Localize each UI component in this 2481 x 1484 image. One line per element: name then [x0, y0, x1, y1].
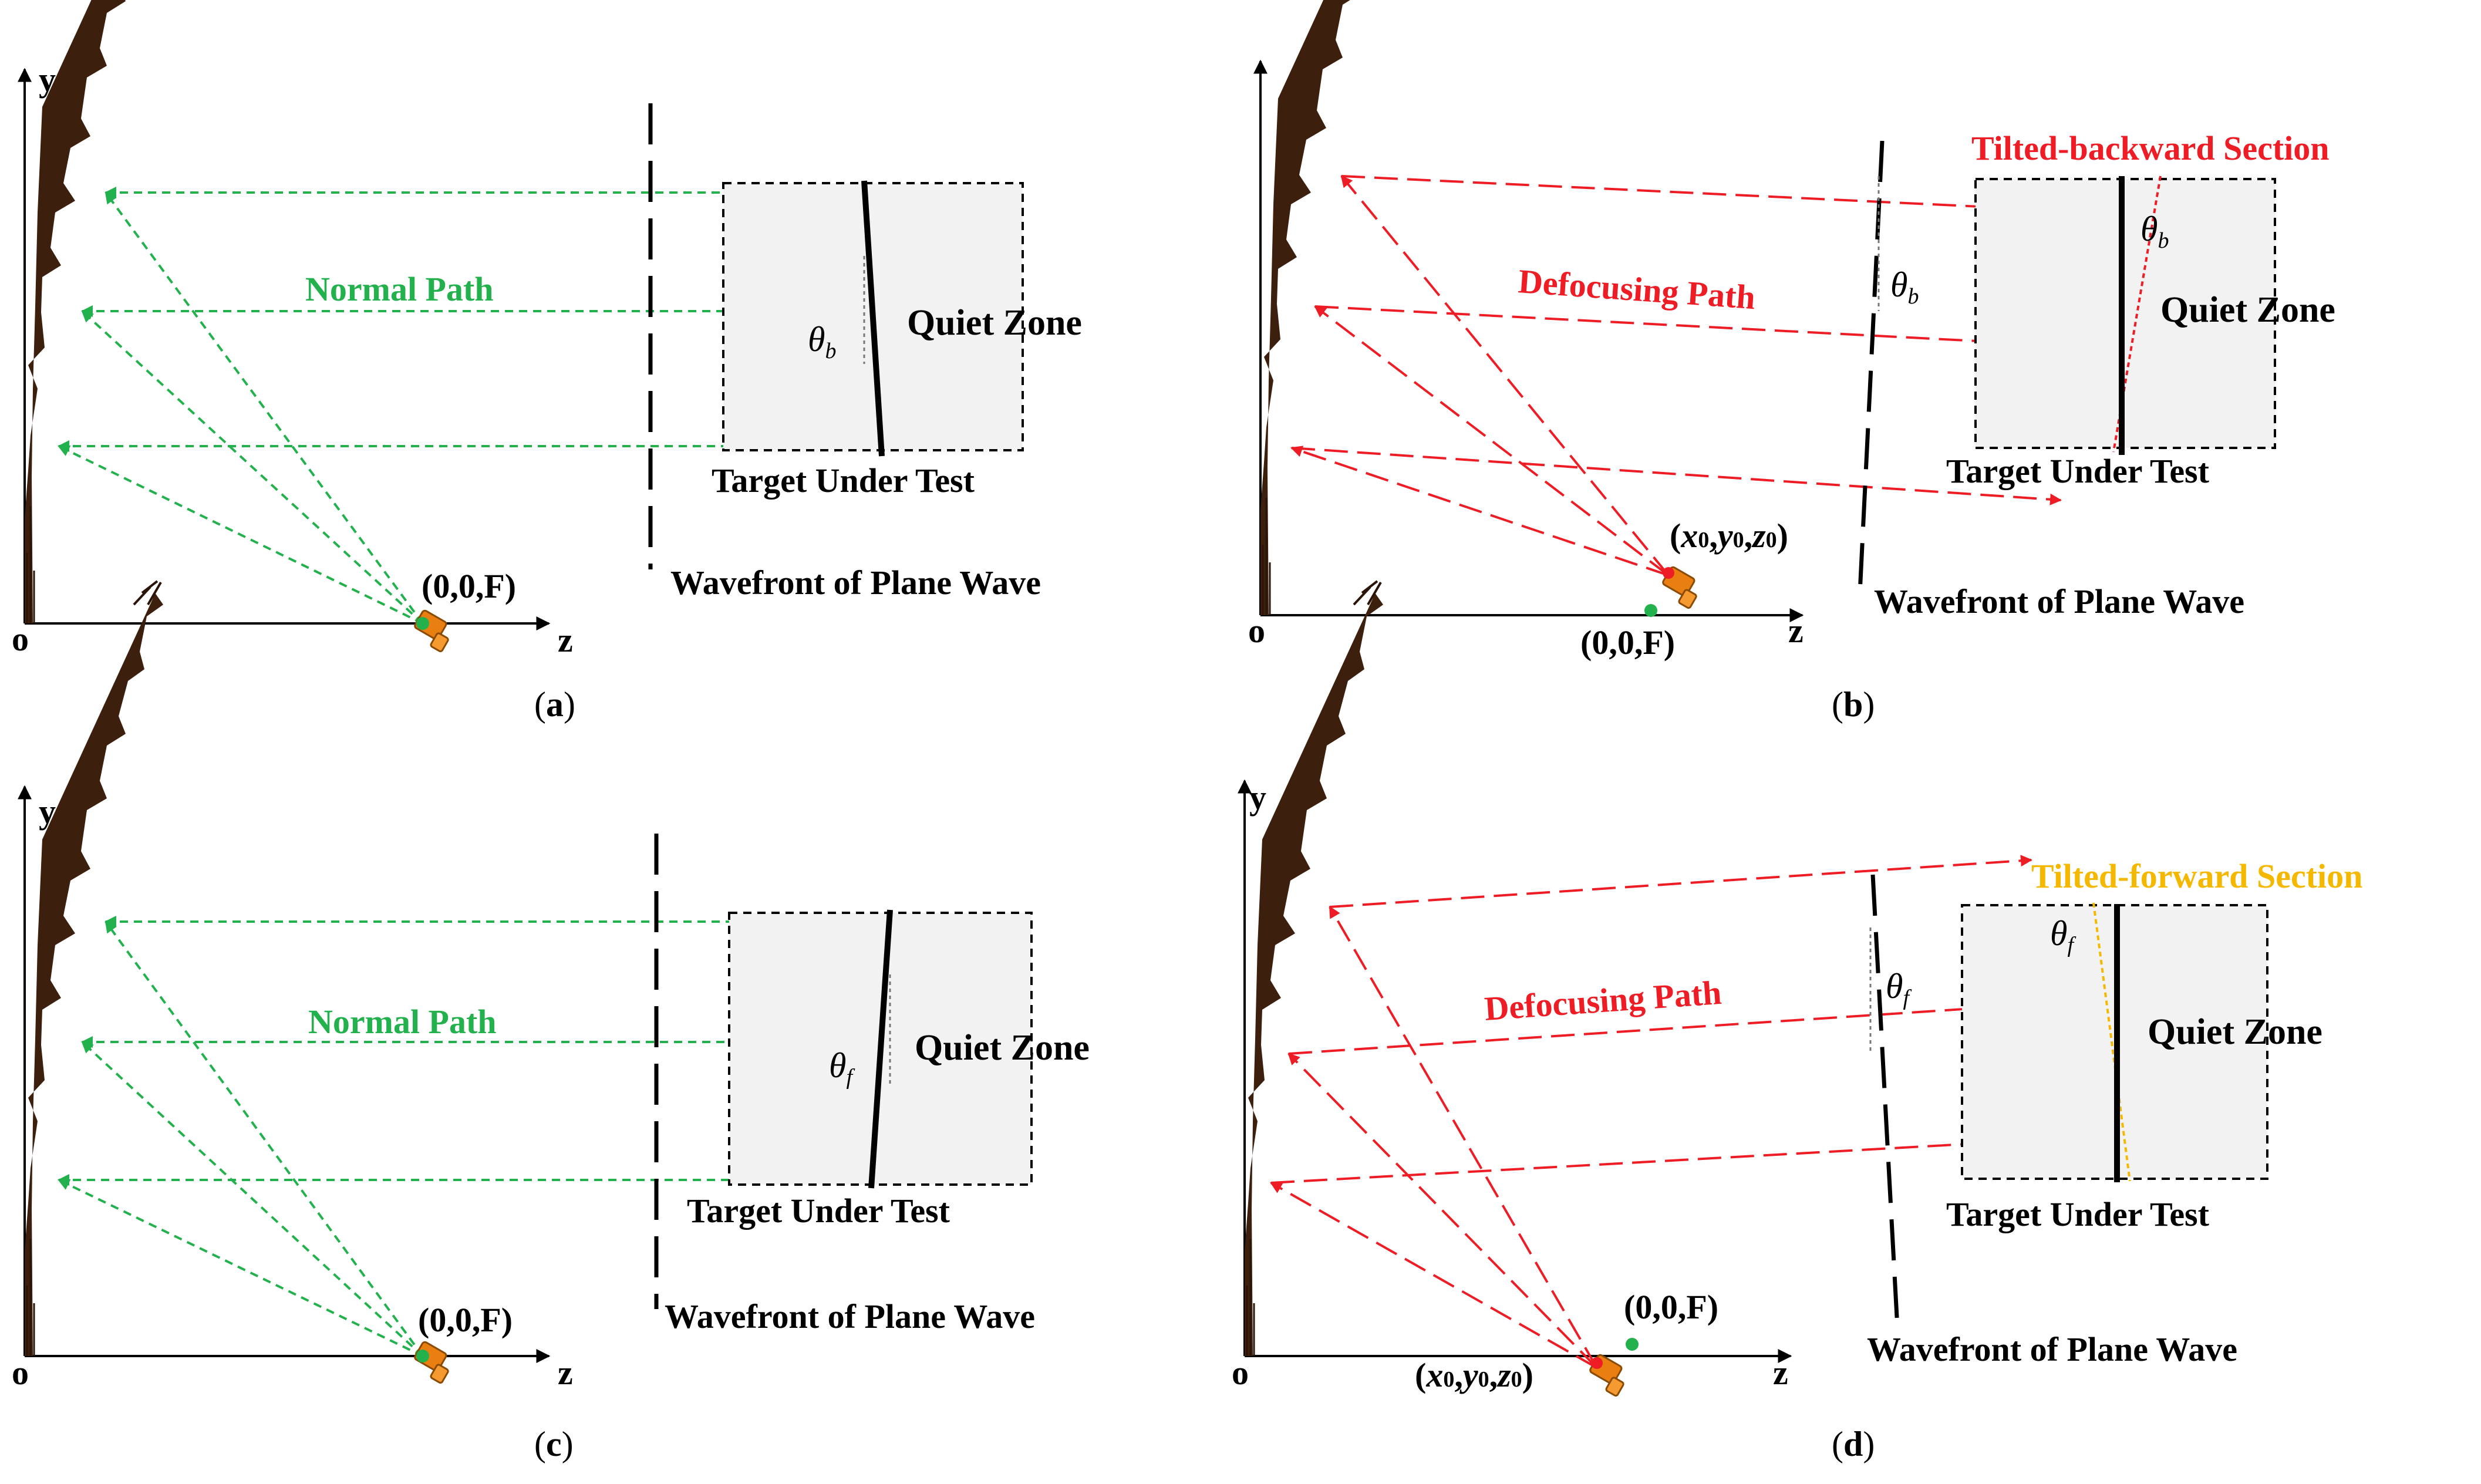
- origin-label: o: [1248, 612, 1265, 650]
- theta-label-section: θb: [2140, 210, 2169, 253]
- focus-point: [416, 617, 429, 630]
- y-axis-label: y: [1249, 778, 1266, 817]
- caption-c: (c): [534, 1425, 574, 1463]
- feed-horn: [413, 608, 450, 653]
- caption-a: (a): [534, 685, 575, 724]
- section-label: Tilted-backward Section: [1971, 129, 2330, 167]
- reflector: [23, 580, 164, 1357]
- wavefront-label: Wavefront of Plane Wave: [665, 1297, 1035, 1335]
- wavefront-label: Wavefront of Plane Wave: [1874, 582, 2244, 620]
- target-label: Target Under Test: [1946, 1195, 2210, 1233]
- path-label: Defocusing Path: [1517, 262, 1757, 316]
- path-label: Normal Path: [305, 270, 494, 308]
- normal-rays: [58, 187, 847, 625]
- target-under-test: [868, 909, 893, 1189]
- panel-c: y z o Normal Path Wavefront of Plane Wav…: [12, 580, 1090, 1463]
- quiet-zone-label: Quiet Zone: [2148, 1012, 2322, 1052]
- wavefront-label: Wavefront of Plane Wave: [1867, 1330, 2237, 1368]
- tilted-forward-section: [2092, 902, 2131, 1182]
- focus-point: [416, 1350, 429, 1362]
- defocus-rays: [1270, 855, 2062, 1369]
- panel-b: o z Defocusing Path θb Wavefront of Plan…: [1248, 0, 2335, 724]
- offset-focus-point: [1663, 567, 1674, 579]
- theta-label: θf: [829, 1046, 855, 1090]
- target-under-test: [861, 180, 885, 457]
- wavefront-line: [1870, 874, 1900, 1328]
- caption-d: (d): [1832, 1425, 1875, 1463]
- wavefront-label: Wavefront of Plane Wave: [670, 564, 1041, 602]
- feed-horn: [413, 1340, 450, 1385]
- theta-label: θb: [808, 320, 836, 363]
- offset-focus-label: (x0,y0,z0): [1670, 517, 1788, 555]
- caption-b: (b): [1832, 685, 1875, 724]
- panel-d: y z o Defocusing Path θf Wavefront of Pl…: [1232, 580, 2362, 1463]
- quiet-zone-label: Quiet Zone: [907, 303, 1082, 343]
- theta-label: θf: [1886, 967, 1912, 1010]
- focus-label: (0,0,F): [422, 567, 516, 605]
- focus-point: [1644, 604, 1657, 617]
- target-label: Target Under Test: [687, 1192, 950, 1230]
- normal-rays: [58, 916, 852, 1357]
- focus-label: (0,0,F): [418, 1301, 513, 1339]
- target-label: Target Under Test: [712, 461, 975, 500]
- focus-label: (0,0,F): [1624, 1288, 1718, 1326]
- offset-focus-label: (x0,y0,z0): [1415, 1356, 1533, 1394]
- quiet-zone-label: Quiet Zone: [2160, 290, 2335, 330]
- path-label: Normal Path: [308, 1003, 497, 1041]
- reflector: [1243, 580, 1384, 1357]
- origin-label: o: [12, 620, 29, 658]
- focus-point: [1626, 1338, 1639, 1351]
- z-axis-label: z: [558, 621, 573, 659]
- quiet-zone-box: [1974, 178, 2276, 449]
- target-label: Target Under Test: [1946, 452, 2210, 490]
- quiet-zone-label: Quiet Zone: [915, 1028, 1090, 1068]
- focus-label: (0,0,F): [1580, 623, 1675, 662]
- wavefront-line: [1858, 140, 1885, 593]
- defocus-rays: [1290, 175, 2079, 576]
- z-axis-label: z: [1773, 1354, 1788, 1392]
- origin-label: o: [12, 1354, 29, 1392]
- offset-focus-point: [1591, 1357, 1603, 1369]
- z-axis-label: z: [1788, 612, 1804, 650]
- section-label: Tilted-forward Section: [2031, 857, 2362, 895]
- origin-label: o: [1232, 1354, 1249, 1392]
- z-axis-label: z: [558, 1354, 573, 1392]
- path-label: Defocusing Path: [1483, 973, 1722, 1028]
- panel-a: y z o Normal Path Wavefront of Plane Wav…: [12, 0, 1082, 724]
- theta-label: θb: [1890, 265, 1919, 309]
